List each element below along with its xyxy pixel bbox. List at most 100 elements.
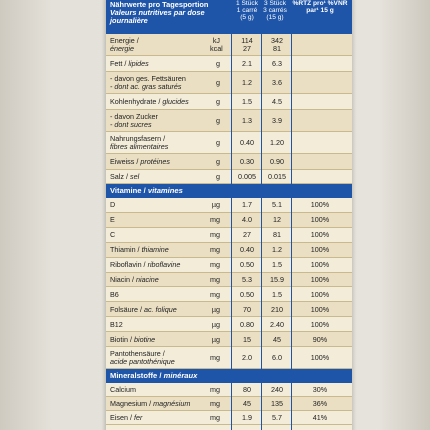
row-label: B6	[110, 291, 210, 299]
row-label-de: Pantothensäure /	[110, 349, 165, 359]
row-value-2: 3.9	[272, 116, 282, 126]
row-label-de: Eisen /	[110, 413, 134, 423]
row-value-1: 0.50	[240, 290, 254, 300]
row-label-de: Kohlenhydrate /	[110, 97, 163, 107]
header-title: Nährwerte pro Tagesportion Valeurs nutri…	[110, 1, 240, 24]
row-value-1: 15	[243, 334, 251, 344]
row-label: Calcium	[110, 386, 210, 394]
row-divider	[106, 346, 352, 347]
row-value-2: 12	[273, 215, 281, 225]
row-label-de: B6	[110, 290, 119, 300]
table-header: Nährwerte pro Tagesportion Valeurs nutri…	[106, 0, 352, 34]
row-unit: g	[216, 116, 220, 126]
row-label-fr: - dont sucres	[110, 120, 152, 129]
row-label-de: - davon ges. Fettsäuren	[110, 74, 186, 84]
row-label-fr: - dont ac. gras saturés	[110, 82, 182, 91]
row-value-3: 100%	[310, 200, 330, 210]
row-value-1: 114 27	[241, 36, 253, 53]
header-col-3: %RTZ pro¹ %VNR par¹ 15 g	[292, 0, 348, 14]
row-value-1: 5.3	[242, 275, 252, 285]
row-value-3: 41%	[312, 413, 328, 423]
section-title-fr: minéraux	[163, 371, 198, 380]
column-divider	[231, 34, 232, 430]
row-unit: mg	[210, 413, 220, 423]
row-label-fr: niacine	[135, 275, 159, 285]
row-divider	[106, 169, 352, 170]
row-label: Energie / énergie	[110, 37, 210, 53]
row-value-3: 100%	[310, 215, 330, 225]
row-unit: mg	[210, 399, 220, 409]
row-value-1: 1.9	[242, 413, 252, 423]
section-vitamins: Vitamine / vitamines	[106, 184, 352, 198]
section-title-de: Mineralstoffe /	[110, 371, 164, 380]
row-unit: g	[216, 97, 220, 107]
row-value-2: 4.5	[272, 97, 282, 107]
row-unit: kJ kcal	[210, 36, 223, 53]
row-unit: mg	[210, 230, 220, 240]
table-row: Folsäure / ac. folique µg 70 210 100%	[106, 302, 352, 318]
row-value-2: 5.7	[272, 413, 282, 423]
row-divider	[106, 183, 352, 184]
header-col-1: 1 Stück 1 carré (5 g)	[236, 0, 258, 21]
table-row: Thiamin / thiamine mg 0.40 1.2 100%	[106, 242, 352, 258]
row-value-1: 1.3	[242, 116, 252, 126]
section-title-fr: vitamines	[147, 186, 183, 195]
row-value-2: 2.40	[270, 319, 284, 329]
table-row: Eisen / fer mg 1.9 5.7 41%	[106, 411, 352, 425]
row-value-3: 100%	[310, 319, 330, 329]
nutrition-label: Nährwerte pro Tagesportion Valeurs nutri…	[106, 0, 352, 430]
row-divider	[106, 410, 352, 411]
row-label: Eisen / fer	[110, 414, 210, 422]
row-value-3: 100%	[310, 230, 330, 240]
row-value-3: 100%	[310, 245, 330, 255]
header-title-fr: Valeurs nutritives par dose journalière	[110, 7, 205, 25]
row-value-2: 1.5	[272, 290, 282, 300]
row-label-de: B12	[110, 319, 123, 329]
table-row: Niacin / niacine mg 5.3 15.9 100%	[106, 272, 352, 288]
row-value-3: 36%	[312, 399, 328, 409]
row-label-de: Salz /	[110, 172, 130, 182]
row-value-3: 100%	[310, 304, 330, 314]
section-title-de: Vitamine /	[110, 186, 148, 195]
section-minerals: Mineralstoffe / minéraux	[106, 369, 352, 383]
column-divider	[261, 34, 262, 430]
table-row: B12 µg 0.80 2.40 100%	[106, 317, 352, 332]
row-label: - davon ges. Fettsäuren - dont ac. gras s…	[110, 75, 210, 91]
row-label-fr: lipides	[128, 59, 149, 69]
row-label: Eiweiss / protéines	[110, 158, 210, 166]
row-label-fr: glucides	[162, 97, 189, 107]
row-label: D	[110, 201, 210, 210]
row-label-fr: acide pantothénique	[110, 357, 175, 366]
row-label: Fett / lipides	[110, 60, 210, 68]
row-value-1: 1.5	[242, 97, 252, 107]
table-row: Energie / énergie kJ kcal 114 27 342 81	[106, 34, 352, 56]
table-row: Nahrungsfasern / fibres alimentaires g 0.4…	[106, 132, 352, 154]
row-label-de: E	[110, 215, 115, 225]
row-unit: g	[216, 172, 220, 182]
row-value-2: 3.6	[272, 78, 282, 88]
table-row: - davon Zucker - dont sucres g 1.3 3.9	[106, 110, 352, 132]
row-label-de: Folsäure /	[110, 304, 144, 314]
row-value-3: 30%	[312, 385, 328, 395]
table-row: Riboflavin / riboflavine mg 0.50 1.5 100%	[106, 258, 352, 273]
row-value-2: 1.2	[272, 245, 282, 255]
row-value-2: 81	[273, 230, 281, 240]
row-value-1: 27	[243, 230, 251, 240]
row-label: Magnesium / magnésium	[110, 400, 210, 408]
row-divider	[106, 153, 352, 154]
row-divider	[106, 256, 352, 258]
table-row: Calcium mg 80 240 30%	[106, 383, 352, 397]
row-value-3: 100%	[310, 353, 330, 363]
row-label: Kohlenhydrate / glucides	[110, 98, 210, 106]
row-value-2: 240	[271, 385, 283, 395]
table-row: Biotin / biotine µg 15 45 90%	[106, 332, 352, 347]
header-col-2: 3 Stück 3 carrés (15 g)	[263, 0, 287, 21]
row-label-fr: fibres alimentaires	[110, 142, 169, 151]
row-label-fr: sel	[129, 172, 140, 182]
row-divider	[106, 286, 352, 288]
row-label: Pantothensäure / acide pantothénique	[110, 350, 210, 366]
row-divider	[106, 55, 352, 56]
row-value-1: 1.7	[242, 200, 252, 210]
row-label: Riboflavin / riboflavine	[110, 261, 210, 269]
